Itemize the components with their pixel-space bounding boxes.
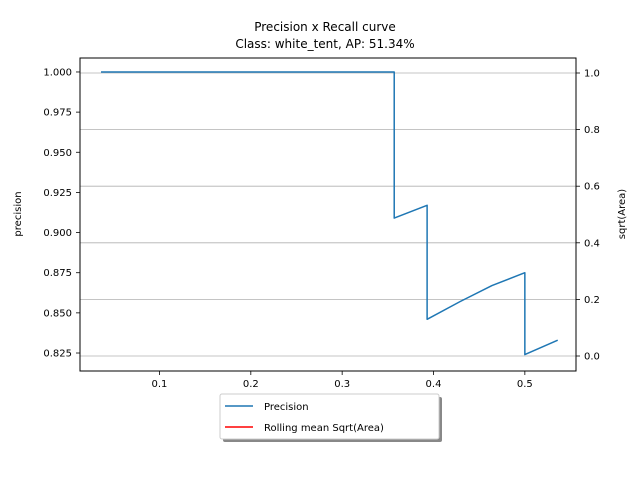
y-right-tick-label-0: 0.0 bbox=[584, 352, 600, 363]
legend-label-precision: Precision bbox=[264, 402, 309, 413]
y-right-tick-label-5: 1.0 bbox=[584, 68, 600, 79]
series-line-0 bbox=[101, 71, 559, 356]
y-tick-label-5: 0.950 bbox=[43, 148, 72, 159]
x-tick-label-2: 0.3 bbox=[334, 379, 350, 390]
y-right-tick-label-1: 0.2 bbox=[584, 295, 600, 306]
plot-frame bbox=[79, 57, 577, 372]
y-axis-right-title: sqrt(Area) bbox=[617, 189, 628, 240]
y-right-tick-label-2: 0.4 bbox=[584, 238, 600, 249]
legend-box bbox=[219, 393, 440, 440]
gridlines bbox=[80, 72, 576, 357]
chart-subtitle: Class: white_tent, AP: 51.34% bbox=[235, 37, 414, 51]
x-tick-label-3: 0.4 bbox=[426, 379, 442, 390]
y-right-tick-label-4: 0.8 bbox=[584, 125, 600, 136]
series-lines bbox=[101, 71, 559, 356]
x-tick-label-4: 0.5 bbox=[517, 379, 533, 390]
legend: Precision Rolling mean Sqrt(Area) bbox=[219, 393, 442, 442]
y-tick-label-4: 0.925 bbox=[43, 188, 72, 199]
y-right-tick-label-3: 0.6 bbox=[584, 182, 600, 193]
y-tick-label-2: 0.875 bbox=[43, 268, 72, 279]
x-tick-label-0: 0.1 bbox=[152, 379, 168, 390]
y-tick-label-7: 1.000 bbox=[43, 67, 72, 78]
legend-label-rolling-mean: Rolling mean Sqrt(Area) bbox=[264, 423, 384, 434]
y-axis-title: precision bbox=[13, 191, 24, 236]
y-axis-right-ticks: 0.0 0.2 0.4 0.6 0.8 1.0 bbox=[576, 68, 600, 363]
y-axis-ticks: 0.825 0.850 0.875 0.900 0.925 0.950 0.975 1.000 bbox=[43, 67, 80, 360]
y-tick-label-0: 0.825 bbox=[43, 349, 72, 360]
y-tick-label-6: 0.975 bbox=[43, 108, 72, 119]
x-tick-label-1: 0.2 bbox=[243, 379, 259, 390]
x-axis-ticks: 0.1 0.2 0.3 0.4 0.5 bbox=[152, 371, 533, 390]
chart-title: Precision x Recall curve bbox=[254, 20, 396, 34]
y-tick-label-1: 0.850 bbox=[43, 308, 72, 319]
y-tick-label-3: 0.900 bbox=[43, 228, 72, 239]
